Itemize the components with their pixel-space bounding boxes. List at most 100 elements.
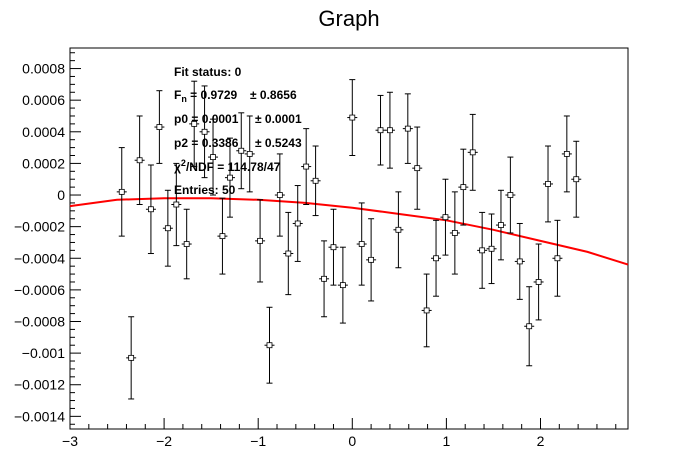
y-tick-label: 0 [57,187,65,203]
data-point [189,80,200,168]
data-point [274,153,285,237]
point-marker [191,120,198,127]
y-tick-label: 0.0004 [22,124,65,140]
stat-p2-error: ± 0.5243 [255,136,302,150]
data-point [384,91,395,169]
x-tick-label: −2 [156,433,172,449]
stat-entries: Entries: 50 [174,183,236,197]
point-marker [479,247,486,254]
data-point [217,197,228,275]
data-point [171,162,182,247]
chart-title: Graph [318,6,379,31]
y-tick-label: −0.0002 [14,219,65,235]
stat-fn-subscript: n [181,94,187,104]
point-marker [219,233,226,240]
point-marker [118,188,125,195]
data-point [126,316,137,400]
point-marker [358,241,365,247]
data-point [402,93,413,164]
data-point [154,90,165,164]
point-marker [136,157,143,164]
point-marker [330,244,337,251]
stat-chi2: χ2/NDF = 114.78/47 [174,158,281,174]
y-tick-label: −0.0012 [14,377,65,393]
y-tick-label: −0.0004 [14,250,65,266]
data-point [524,286,535,367]
point-marker [276,192,283,198]
data-point [319,240,330,318]
data-point [421,273,432,348]
point-marker [227,174,233,181]
data-point [356,202,367,286]
data-point [571,140,582,218]
x-tick-label: 0 [348,433,356,449]
point-marker [469,149,476,156]
point-marker [526,323,533,330]
point-marker [164,225,171,232]
data-point [347,79,358,157]
point-marker [294,220,301,227]
data-point [431,219,442,297]
stat-fn: Fn = 0.9729 [174,88,238,104]
y-tick-label: 0.0008 [22,61,65,77]
point-marker [460,184,467,191]
data-point [224,137,235,218]
data-point [116,147,127,237]
stat-p0-value: = 0.0001 [188,112,239,126]
data-point [412,126,423,210]
point-marker [535,279,542,285]
data-point [255,199,266,283]
stat-p0-error: ± 0.0001 [255,112,302,126]
plot-frame [69,47,629,430]
point-marker [414,165,421,172]
y-tick-label: −0.0006 [14,282,65,298]
point-marker [554,255,561,262]
point-marker [238,147,245,154]
point-marker [404,125,411,132]
data-point [543,145,554,223]
data-point [337,246,348,324]
point-marker [563,151,570,157]
point-marker [303,163,310,170]
stat-chi2-label: χ [174,160,181,174]
data-point [467,113,478,191]
data-point [328,208,339,286]
data-point [310,145,321,217]
fit-curve [69,197,629,266]
data-point [552,219,563,297]
point-marker [285,250,292,257]
stat-fn-error: ± 0.8656 [250,88,297,102]
data-points [116,79,582,400]
data-point [561,115,572,193]
point-marker [183,241,190,247]
data-point [236,112,247,190]
y-tick-label: 0.0006 [22,92,65,108]
point-marker [377,127,384,134]
point-marker [257,237,263,244]
point-marker [201,128,208,135]
point-marker [442,214,449,221]
y-tick-label: 0.0002 [22,155,65,171]
stat-p0: p0 = 0.0001 [174,112,239,126]
stat-p2-value: = 0.3386 [188,136,239,150]
data-point [208,118,219,196]
data-point [301,128,312,206]
point-marker [545,181,551,187]
y-axis: −0.0014 −0.0012 −0.001 −0.0008 −0.0006 −0.000… [14,52,81,425]
point-marker [156,124,163,130]
point-marker [148,206,154,213]
x-tick-label: 1 [442,433,450,449]
data-point [366,218,377,302]
data-point [495,189,506,261]
point-marker [451,230,458,236]
x-tick-label: −3 [62,433,78,449]
point-marker [246,151,253,157]
data-point [440,178,451,256]
point-marker [395,226,402,233]
stat-p2: p2 = 0.3386 [174,136,239,150]
x-axis: −3 −2 −1 0 1 2 [62,418,617,449]
stat-fn-label: F [174,88,181,102]
data-point [477,211,488,289]
